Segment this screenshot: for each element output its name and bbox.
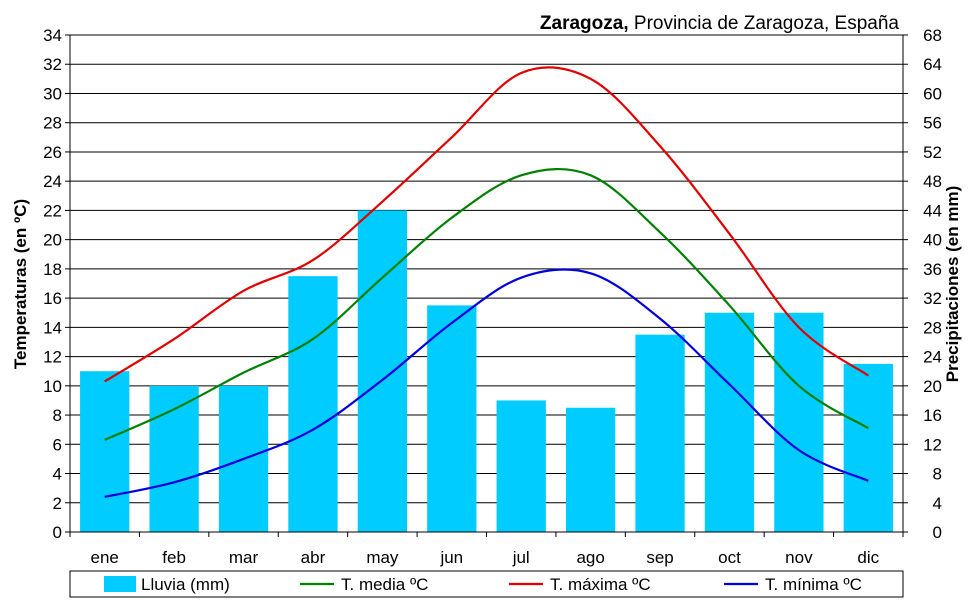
left-tick-label: 24 (43, 172, 62, 191)
left-tick-label: 16 (43, 289, 62, 308)
rain-bar (427, 305, 477, 532)
left-tick-label: 2 (53, 494, 62, 513)
chart-title-bold: Zaragoza, (540, 13, 629, 34)
x-tick-label: jul (512, 548, 530, 567)
x-tick-label: feb (162, 548, 186, 567)
right-tick-label: 8 (933, 465, 942, 484)
legend-label-line: T. mínima ºC (765, 575, 862, 594)
rain-bars (80, 210, 893, 533)
left-tick-label: 14 (43, 318, 62, 337)
rain-bar (357, 210, 408, 533)
right-tick-label: 44 (923, 201, 942, 220)
x-tick-label: jun (439, 548, 463, 567)
right-tick-label: 68 (923, 26, 942, 45)
right-tick-label: 24 (923, 348, 942, 367)
right-tick-label: 20 (923, 377, 942, 396)
series-line (104, 268, 869, 498)
right-tick-label: 32 (923, 289, 942, 308)
legend-label-rain: Lluvia (mm) (141, 575, 230, 594)
right-tick-label: 36 (923, 260, 942, 279)
rain-bar (774, 312, 824, 532)
legend-box (69, 570, 904, 598)
x-tick-label: mar (229, 548, 259, 567)
left-tick-label: 22 (43, 201, 62, 220)
temperature-lines (104, 66, 869, 498)
rain-bar (149, 385, 199, 532)
rain-bar (80, 371, 130, 532)
x-tick-label: dic (857, 548, 879, 567)
right-axis-title: Precipitaciones (en mm) (943, 186, 962, 383)
left-tick-label: 34 (43, 26, 62, 45)
left-tick-label: 8 (53, 406, 62, 425)
rain-bar (496, 400, 546, 532)
legend-label-line: T. media ºC (341, 575, 428, 594)
series-line (104, 66, 869, 383)
legend-swatch-rain (104, 576, 136, 592)
left-tick-label: 6 (53, 435, 62, 454)
rain-bar (288, 276, 338, 532)
left-tick-label: 32 (43, 55, 62, 74)
right-tick-label: 52 (923, 143, 942, 162)
rain-bar (843, 363, 893, 532)
x-tick-label: ene (91, 548, 119, 567)
x-tick-label: abr (301, 548, 326, 567)
x-tick-label: nov (785, 548, 813, 567)
left-tick-label: 26 (43, 143, 62, 162)
x-tick-label: may (366, 548, 399, 567)
right-tick-label: 64 (923, 55, 942, 74)
x-tick-label: sep (646, 548, 673, 567)
left-tick-label: 10 (43, 377, 62, 396)
chart-title: Zaragoza, Provincia de Zaragoza, España (540, 13, 900, 34)
x-tick-label: ago (576, 548, 604, 567)
left-tick-label: 30 (43, 84, 62, 103)
right-tick-label: 0 (933, 523, 942, 542)
left-tick-label: 18 (43, 260, 62, 279)
rain-bar (704, 312, 755, 532)
legend-label-line: T. máxima ºC (550, 575, 651, 594)
x-axis-ticks: ene feb mar abr may jun jul ago sep oct nov dic (69, 532, 904, 567)
rain-bar (635, 334, 685, 532)
right-tick-label: 40 (923, 231, 942, 250)
left-tick-label: 20 (43, 231, 62, 250)
right-tick-label: 4 (933, 494, 942, 513)
left-axis-title: Temperaturas (en ºC) (11, 199, 30, 369)
right-tick-label: 16 (923, 406, 942, 425)
rain-bar (565, 407, 616, 532)
left-tick-label: 12 (43, 348, 62, 367)
left-tick-label: 0 (53, 523, 62, 542)
chart-title-rest: Provincia de Zaragoza, España (634, 13, 900, 34)
legend: Lluvia (mm) T. media ºC T. máxima ºC T. mín… (69, 570, 904, 598)
right-tick-label: 60 (923, 84, 942, 103)
right-tick-label: 48 (923, 172, 942, 191)
right-tick-label: 28 (923, 318, 942, 337)
left-tick-label: 4 (53, 465, 62, 484)
right-tick-label: 56 (923, 114, 942, 133)
right-tick-label: 12 (923, 435, 942, 454)
x-tick-label: oct (718, 548, 741, 567)
left-tick-label: 28 (43, 114, 62, 133)
series-line (104, 167, 869, 441)
